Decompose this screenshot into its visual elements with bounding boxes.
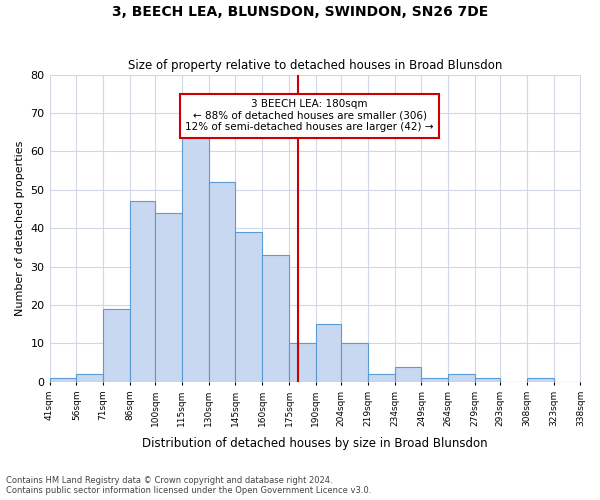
Bar [341, 344, 368, 382]
Bar [421, 378, 448, 382]
Bar [209, 182, 235, 382]
Bar [130, 202, 155, 382]
Bar [76, 374, 103, 382]
Bar [316, 324, 341, 382]
Bar [235, 232, 262, 382]
Title: Size of property relative to detached houses in Broad Blunsdon: Size of property relative to detached ho… [128, 59, 502, 72]
Text: 3, BEECH LEA, BLUNSDON, SWINDON, SN26 7DE: 3, BEECH LEA, BLUNSDON, SWINDON, SN26 7D… [112, 5, 488, 19]
X-axis label: Distribution of detached houses by size in Broad Blunsdon: Distribution of detached houses by size … [142, 437, 488, 450]
Y-axis label: Number of detached properties: Number of detached properties [15, 140, 25, 316]
Bar [368, 374, 395, 382]
Bar [155, 213, 182, 382]
Text: 3 BEECH LEA: 180sqm
← 88% of detached houses are smaller (306)
12% of semi-detac: 3 BEECH LEA: 180sqm ← 88% of detached ho… [185, 99, 434, 132]
Bar [395, 366, 421, 382]
Bar [182, 132, 209, 382]
Bar [448, 374, 475, 382]
Bar [475, 378, 500, 382]
Bar [527, 378, 554, 382]
Bar [289, 344, 316, 382]
Bar [50, 378, 76, 382]
Bar [103, 309, 130, 382]
Bar [262, 255, 289, 382]
Text: Contains HM Land Registry data © Crown copyright and database right 2024.
Contai: Contains HM Land Registry data © Crown c… [6, 476, 371, 495]
